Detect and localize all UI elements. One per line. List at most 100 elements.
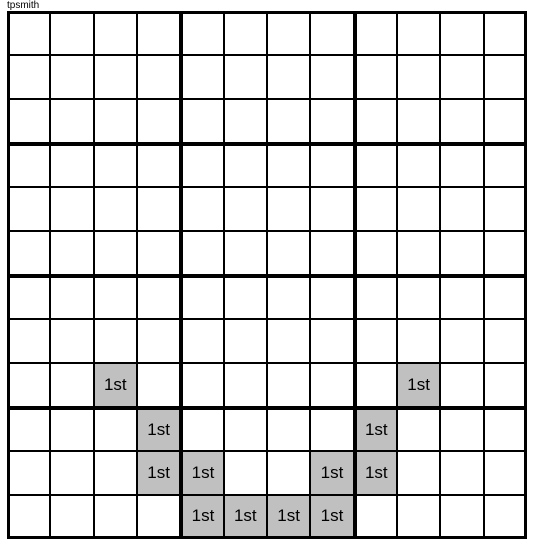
grid-cell[interactable] [50,495,93,539]
grid-cell[interactable] [484,55,527,99]
grid-cell[interactable] [267,319,310,363]
grid-cell[interactable]: 1st [310,451,353,495]
grid-cell[interactable] [440,451,483,495]
grid-cell[interactable] [397,407,440,451]
grid-cell[interactable] [137,11,180,55]
grid-cell[interactable] [267,407,310,451]
grid-cell[interactable] [484,451,527,495]
grid-cell[interactable]: 1st [94,363,137,407]
grid-cell[interactable] [484,231,527,275]
grid-cell[interactable] [224,143,267,187]
grid-cell[interactable] [440,11,483,55]
grid-cell[interactable] [180,143,223,187]
grid-cell[interactable] [180,187,223,231]
grid-cell[interactable] [50,363,93,407]
grid-cell[interactable] [7,451,50,495]
grid-cell[interactable] [397,187,440,231]
grid-cell[interactable] [50,99,93,143]
grid-cell[interactable] [484,275,527,319]
grid-cell[interactable] [484,363,527,407]
grid-cell[interactable] [137,55,180,99]
grid-cell[interactable] [267,143,310,187]
grid-cell[interactable] [137,187,180,231]
grid-cell[interactable] [267,363,310,407]
grid-cell[interactable] [440,143,483,187]
grid-cell[interactable]: 1st [267,495,310,539]
grid-cell[interactable] [94,319,137,363]
grid-cell[interactable] [7,99,50,143]
grid-cell[interactable] [484,495,527,539]
grid-cell[interactable] [224,55,267,99]
grid-cell[interactable] [397,495,440,539]
grid-cell[interactable] [224,11,267,55]
grid-cell[interactable] [267,187,310,231]
grid-cell[interactable] [7,363,50,407]
grid-cell[interactable] [354,55,397,99]
grid-cell[interactable] [50,275,93,319]
grid-cell[interactable] [224,99,267,143]
grid-cell[interactable] [94,407,137,451]
grid-cell[interactable] [50,407,93,451]
grid-cell[interactable] [224,407,267,451]
grid-cell[interactable] [137,231,180,275]
grid-cell[interactable] [354,319,397,363]
grid-cell[interactable] [50,319,93,363]
grid-cell[interactable] [137,275,180,319]
grid-cell[interactable] [310,99,353,143]
grid-cell[interactable] [440,55,483,99]
grid-cell[interactable]: 1st [397,363,440,407]
grid-cell[interactable] [180,55,223,99]
grid-cell[interactable] [310,187,353,231]
grid-cell[interactable] [354,275,397,319]
grid-cell[interactable] [94,143,137,187]
grid-cell[interactable] [50,55,93,99]
grid-cell[interactable] [137,143,180,187]
grid-cell[interactable] [440,275,483,319]
grid-cell[interactable] [94,187,137,231]
grid-cell[interactable] [310,319,353,363]
grid-cell[interactable] [7,319,50,363]
grid-cell[interactable] [94,231,137,275]
grid-cell[interactable]: 1st [310,495,353,539]
grid-cell[interactable] [484,11,527,55]
grid-cell[interactable] [267,231,310,275]
grid-cell[interactable]: 1st [354,451,397,495]
grid-cell[interactable] [7,11,50,55]
grid-cell[interactable] [267,99,310,143]
grid-cell[interactable] [7,143,50,187]
grid-cell[interactable] [397,11,440,55]
grid-cell[interactable] [310,231,353,275]
grid-cell[interactable] [267,275,310,319]
grid-cell[interactable] [440,495,483,539]
grid-cell[interactable] [310,407,353,451]
grid-cell[interactable] [94,451,137,495]
grid-cell[interactable] [137,319,180,363]
grid-cell[interactable] [7,55,50,99]
grid-cell[interactable] [484,187,527,231]
grid-cell[interactable]: 1st [137,407,180,451]
grid-cell[interactable] [484,143,527,187]
grid-cell[interactable] [484,99,527,143]
grid-cell[interactable] [224,451,267,495]
grid-cell[interactable]: 1st [180,451,223,495]
grid-cell[interactable] [224,363,267,407]
grid-cell[interactable] [440,99,483,143]
grid-cell[interactable] [440,319,483,363]
grid-cell[interactable] [50,451,93,495]
grid-cell[interactable] [440,187,483,231]
grid-cell[interactable] [354,143,397,187]
grid-cell[interactable] [267,55,310,99]
grid-cell[interactable] [354,495,397,539]
grid-cell[interactable] [310,55,353,99]
grid-cell[interactable] [484,319,527,363]
grid-cell[interactable] [7,407,50,451]
grid-cell[interactable] [354,11,397,55]
grid-cell[interactable] [310,363,353,407]
grid-cell[interactable] [267,11,310,55]
grid-cell[interactable] [310,275,353,319]
grid-cell[interactable] [224,231,267,275]
grid-cell[interactable] [137,495,180,539]
grid-cell[interactable] [94,55,137,99]
grid-cell[interactable] [94,495,137,539]
grid-cell[interactable] [94,275,137,319]
